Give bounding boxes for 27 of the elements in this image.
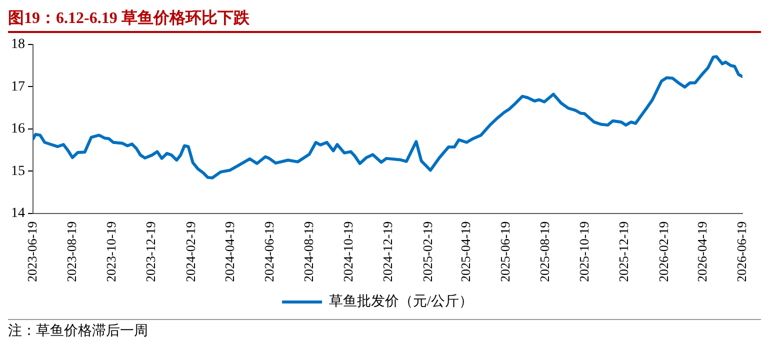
x-tick-label: 2024-02-19 <box>183 221 198 282</box>
x-tick-label: 2025-02-19 <box>420 221 435 282</box>
x-tick-label: 2024-10-19 <box>340 221 356 282</box>
y-tick-label: 16 <box>11 122 25 137</box>
x-tick-label: 2026-06-19 <box>734 221 749 282</box>
x-tick-label: 2024-04-19 <box>222 221 237 282</box>
x-tick-label: 2024-06-19 <box>261 221 276 282</box>
x-tick-label: 2023-12-19 <box>142 221 158 282</box>
chart-title: 图19：6.12-6.19 草鱼价格环比下跌 <box>8 8 761 33</box>
legend-label: 草鱼批发价（元/公斤） <box>329 294 473 310</box>
x-tick-label: 2025-04-19 <box>458 221 474 282</box>
text: 注：草鱼价格滞后一周 <box>8 319 761 340</box>
y-tick-label: 15 <box>11 164 25 179</box>
x-tick-label: 2023-10-19 <box>103 221 118 282</box>
x-tick-label: 2023-08-19 <box>64 221 79 282</box>
y-tick-label: 14 <box>11 206 25 222</box>
y-tick-label: 18 <box>11 37 25 52</box>
x-tick-label: 2025-08-19 <box>537 221 552 282</box>
x-tick-label: 2025-10-19 <box>576 221 592 282</box>
x-tick-label: 2025-06-19 <box>498 221 513 282</box>
x-tick-label: 2025-12-19 <box>616 221 632 282</box>
x-tick-label: 2024-08-19 <box>300 221 316 282</box>
x-tick-label: 2023-06-19 <box>24 221 40 282</box>
x-tick-label: 2026-02-19 <box>656 221 672 282</box>
y-tick-label: 17 <box>11 79 25 94</box>
x-tick-label: 2026-04-19 <box>694 221 710 282</box>
x-tick-label: 2024-12-19 <box>380 221 395 282</box>
